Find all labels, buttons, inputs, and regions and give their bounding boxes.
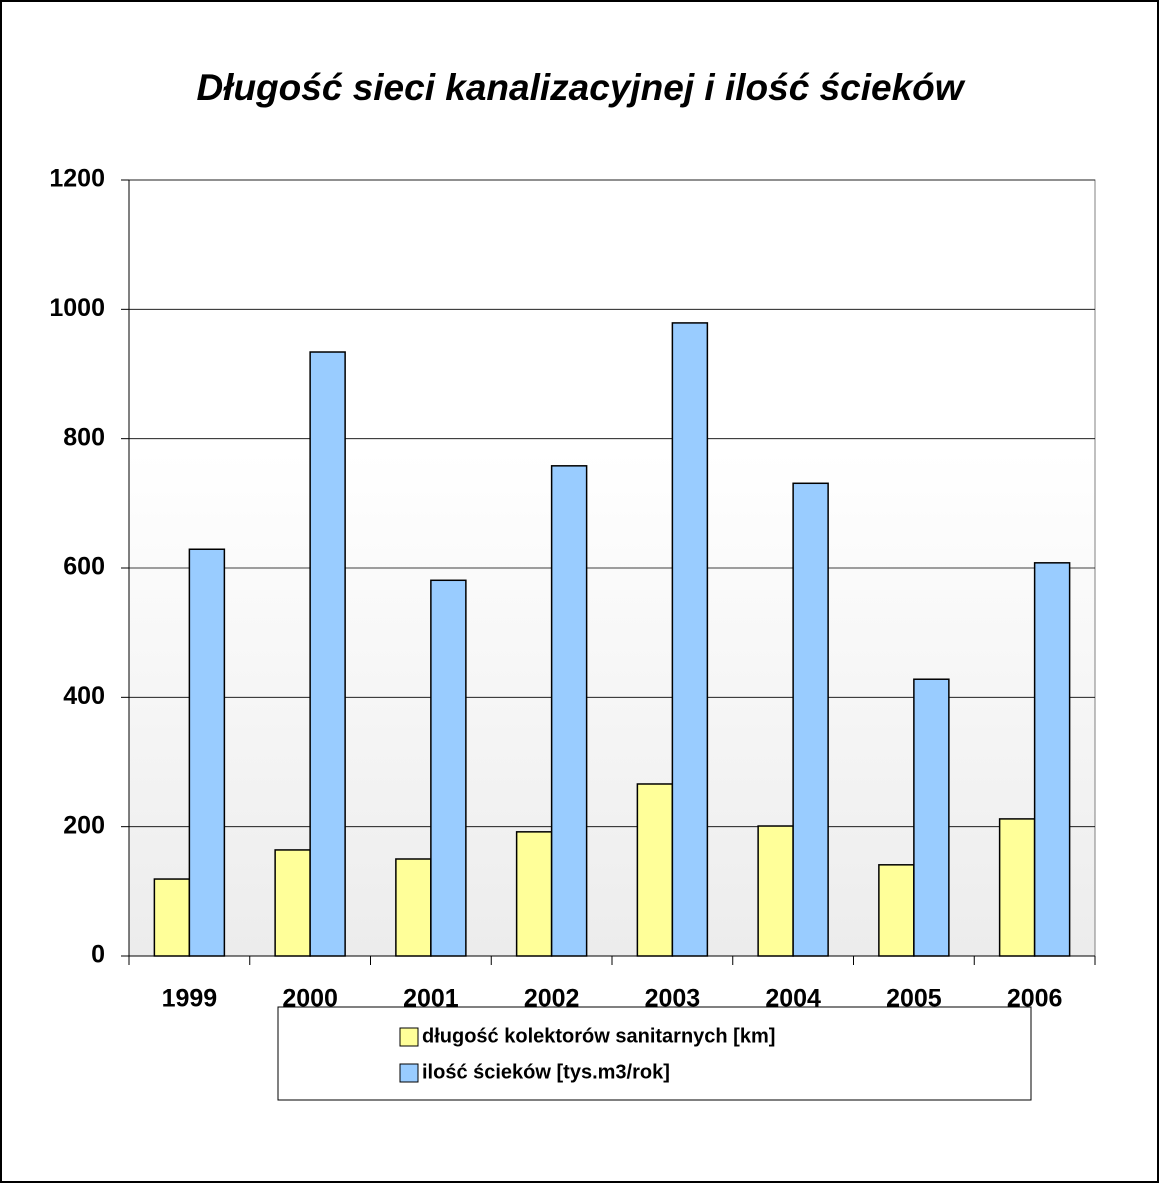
bar xyxy=(430,579,467,957)
bar xyxy=(550,465,588,957)
y-tick-label: 1000 xyxy=(49,294,105,322)
y-tick-label: 1200 xyxy=(49,165,105,193)
x-tick-label: 2006 xyxy=(1007,985,1063,1013)
bar xyxy=(1033,562,1071,957)
bar xyxy=(757,825,794,957)
y-tick-label: 800 xyxy=(63,423,105,451)
y-tick-label: 600 xyxy=(63,553,105,581)
legend xyxy=(277,1006,1032,1101)
bar xyxy=(913,678,950,957)
bar xyxy=(515,831,553,957)
bar xyxy=(153,878,191,957)
bar xyxy=(636,783,674,957)
x-tick-label: 1999 xyxy=(162,985,218,1013)
chart-title: Długość sieci kanalizacyjnej i ilość ści… xyxy=(196,67,965,108)
bar xyxy=(878,864,915,957)
x-tick-label: 2003 xyxy=(645,985,701,1013)
bar xyxy=(792,482,829,957)
legend-label: długość kolektorów sanitarnych [km] xyxy=(422,1025,775,1047)
x-tick-label: 2002 xyxy=(524,985,580,1013)
legend-label: ilość ścieków [tys.m3/rok] xyxy=(422,1061,670,1083)
x-tick-label: 2005 xyxy=(886,985,942,1013)
bar xyxy=(274,849,311,957)
bar xyxy=(309,351,346,957)
x-tick-label: 2001 xyxy=(403,985,459,1013)
legend-swatch xyxy=(399,1027,419,1047)
legend-swatch xyxy=(399,1063,419,1083)
x-tick-label: 2000 xyxy=(282,985,338,1013)
y-tick-label: 400 xyxy=(63,682,105,710)
bar xyxy=(395,858,432,957)
y-tick-label: 0 xyxy=(91,941,105,969)
x-tick-label: 2004 xyxy=(765,985,821,1013)
bar xyxy=(671,322,709,957)
bar xyxy=(188,548,226,957)
y-tick-label: 200 xyxy=(63,811,105,839)
bar xyxy=(998,818,1036,957)
